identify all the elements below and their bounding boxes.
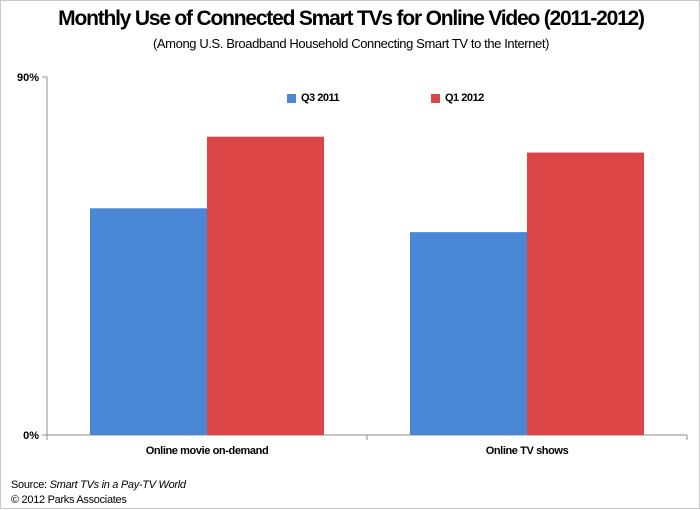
chart-title: Monthly Use of Connected Smart TVs for O… xyxy=(58,7,645,30)
legend-item-q1-2012: Q1 2012 xyxy=(431,92,484,104)
bar-q1-2012-0 xyxy=(207,136,324,435)
legend-swatch-q3-2011 xyxy=(287,93,296,103)
source-title: Smart TVs in a Pay-TV World xyxy=(49,479,186,491)
legend-swatch-q1-2012 xyxy=(431,93,440,103)
legend-item-q3-2011: Q3 2011 xyxy=(287,92,340,104)
x-category-label: Online movie on-demand xyxy=(146,445,269,457)
legend-label-q3-2011: Q3 2011 xyxy=(301,92,340,104)
x-category-label: Online TV shows xyxy=(486,445,569,457)
bar-q3-2011-1 xyxy=(410,232,527,435)
y-tick-label: 0% xyxy=(23,430,39,442)
y-tick-label: 90% xyxy=(17,72,39,84)
copyright-note: © 2012 Parks Associates xyxy=(11,494,127,506)
source-note: Source: Smart TVs in a Pay-TV World xyxy=(11,479,186,491)
bar-q3-2011-0 xyxy=(90,208,207,435)
legend-label-q1-2012: Q1 2012 xyxy=(445,92,484,104)
chart-subtitle: (Among U.S. Broadband Household Connecti… xyxy=(152,36,550,51)
source-prefix: Source: xyxy=(11,479,50,491)
bar-q1-2012-1 xyxy=(527,152,644,436)
